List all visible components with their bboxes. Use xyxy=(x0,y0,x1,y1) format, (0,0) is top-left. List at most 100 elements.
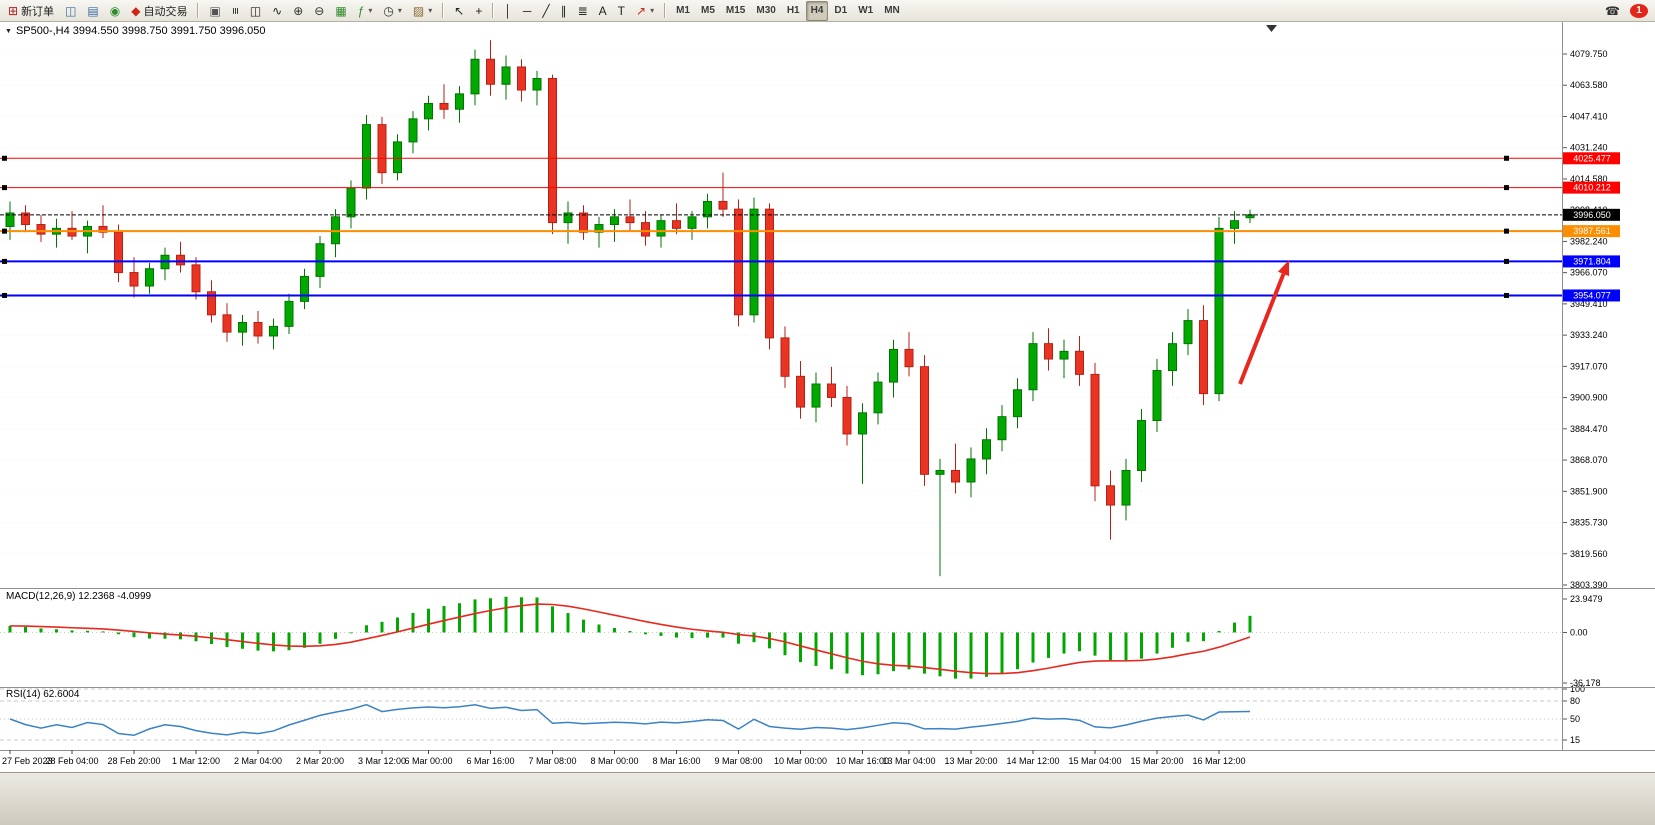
svg-text:4014.580: 4014.580 xyxy=(1570,174,1608,184)
periods-icon: ◷ xyxy=(383,3,394,18)
timeframe-m1-button[interactable]: M1 xyxy=(671,1,695,21)
svg-text:8 Mar 00:00: 8 Mar 00:00 xyxy=(590,756,638,766)
toolbar-separator xyxy=(197,3,200,18)
svg-text:13 Mar 20:00: 13 Mar 20:00 xyxy=(944,756,997,766)
market-watch-icon[interactable]: ▤ xyxy=(82,1,103,21)
notifications-icon: ☎ xyxy=(1605,3,1620,18)
dropdown-arrow-icon: ▾ xyxy=(397,6,402,15)
price-gridlines xyxy=(0,53,1562,586)
bar-chart-icon[interactable]: ≡ xyxy=(227,1,244,21)
symbol-dropdown-icon[interactable]: ▼ xyxy=(5,27,12,35)
svg-text:1 Mar 12:00: 1 Mar 12:00 xyxy=(172,756,220,766)
notifications-icon[interactable]: ☎ xyxy=(1600,1,1625,21)
svg-text:-36.178: -36.178 xyxy=(1570,678,1601,688)
timeframe-h4-button[interactable]: H4 xyxy=(805,0,829,21)
svg-text:3884.470: 3884.470 xyxy=(1570,424,1608,434)
chart-title-text: SP500-,H4 3994.550 3998.750 3991.750 399… xyxy=(15,25,266,37)
candlestick-chart-icon: ◫ xyxy=(249,3,262,18)
svg-text:4010.212: 4010.212 xyxy=(1573,183,1611,193)
cursor-icon[interactable]: ↖ xyxy=(449,1,469,21)
toolbar-separator xyxy=(442,3,445,18)
macd-panel xyxy=(0,596,1562,679)
svg-text:3954.077: 3954.077 xyxy=(1573,290,1611,300)
fibonacci-icon[interactable]: ≣ xyxy=(573,1,593,21)
horizontal-line-object[interactable]: 4010.212 xyxy=(0,181,1620,194)
bar-chart-icon: ≡ xyxy=(228,6,243,15)
dropdown-arrow-icon: ▾ xyxy=(428,6,433,15)
trend-arrow-object[interactable] xyxy=(1238,260,1290,385)
svg-text:9 Mar 08:00: 9 Mar 08:00 xyxy=(714,756,762,766)
candlestick-chart-icon[interactable]: ◫ xyxy=(245,1,266,21)
timeframe-m5-button[interactable]: M5 xyxy=(696,1,720,21)
chart-shift-marker[interactable] xyxy=(1266,25,1277,32)
svg-text:4031.240: 4031.240 xyxy=(1570,143,1608,153)
svg-text:6 Mar 16:00: 6 Mar 16:00 xyxy=(466,756,514,766)
chart-canvas[interactable]: 4079.750 4063.580 4047.410 4031.240 4014.580… xyxy=(0,22,1655,772)
navigator-icon[interactable]: ◉ xyxy=(105,1,125,21)
svg-text:4025.477: 4025.477 xyxy=(1573,153,1611,163)
dropdown-arrow-icon: ▾ xyxy=(368,6,373,15)
indicators-icon[interactable]: ƒ ▾ xyxy=(353,1,378,21)
horizontal-line-object[interactable]: 4025.477 xyxy=(0,152,1620,165)
notification-badge[interactable]: 1 xyxy=(1630,3,1648,18)
vertical-line-icon[interactable]: │ xyxy=(499,1,517,21)
horizontal-line-object[interactable]: 3954.077 xyxy=(0,289,1620,302)
zoom-out-icon: ⊖ xyxy=(314,3,325,18)
svg-text:2 Mar 04:00: 2 Mar 04:00 xyxy=(234,756,282,766)
zoom-out-icon[interactable]: ⊖ xyxy=(309,1,329,21)
tile-windows-icon[interactable]: ▣ xyxy=(204,1,225,21)
templates-icon[interactable]: ▨ ▾ xyxy=(408,1,437,21)
timeframe-m30-button-label: M30 xyxy=(756,5,776,16)
market-watch-icon: ▤ xyxy=(87,3,99,18)
text-label-icon[interactable]: T xyxy=(613,1,630,21)
toolbar-separator xyxy=(664,3,667,18)
horizontal-line-object[interactable]: 3971.804 xyxy=(0,255,1620,268)
channel-icon[interactable]: ∥ xyxy=(556,1,572,21)
indicators-icon: ƒ xyxy=(357,3,365,18)
toolbar-separator xyxy=(492,3,495,18)
svg-text:15 Mar 04:00: 15 Mar 04:00 xyxy=(1068,756,1121,766)
svg-text:4079.750: 4079.750 xyxy=(1570,49,1608,59)
text-icon[interactable]: A xyxy=(594,1,612,21)
timeframe-mn-button[interactable]: MN xyxy=(879,1,905,21)
channel-icon: ∥ xyxy=(560,3,567,18)
new-order-button[interactable]: ⊞ 新订单 xyxy=(3,1,59,21)
svg-text:15 Mar 20:00: 15 Mar 20:00 xyxy=(1130,756,1183,766)
grid-icon[interactable]: ▦ xyxy=(330,1,351,21)
zoom-in-icon[interactable]: ⊕ xyxy=(288,1,308,21)
vertical-line-icon: │ xyxy=(504,3,512,18)
arrows-icon[interactable]: ↗ ▾ xyxy=(631,1,659,21)
svg-text:3966.070: 3966.070 xyxy=(1570,268,1608,278)
price-axis: 4079.750 4063.580 4047.410 4031.240 4014.580… xyxy=(1563,49,1608,745)
crosshair-icon[interactable]: + xyxy=(470,1,487,21)
trendline-icon[interactable]: ╱ xyxy=(537,1,554,21)
charts-icon: ◫ xyxy=(65,3,77,18)
rsi-panel xyxy=(0,688,1562,741)
new-order-icon: ⊞ xyxy=(8,3,19,18)
dropdown-arrow-icon: ▾ xyxy=(650,6,655,15)
cursor-icon: ↖ xyxy=(454,3,465,18)
timeframe-d1-button[interactable]: D1 xyxy=(829,1,852,21)
arrows-icon: ↗ xyxy=(636,3,647,18)
svg-text:3803.390: 3803.390 xyxy=(1570,580,1608,590)
charts-icon[interactable]: ◫ xyxy=(60,1,81,21)
horizontal-line-object[interactable]: 3987.561 xyxy=(0,225,1620,238)
horizontal-line-icon[interactable]: ─ xyxy=(518,1,537,21)
timeframe-h1-button[interactable]: H1 xyxy=(782,1,805,21)
svg-text:16 Mar 12:00: 16 Mar 12:00 xyxy=(1192,756,1245,766)
svg-text:23.9479: 23.9479 xyxy=(1570,594,1603,604)
timeframe-m1-button-label: M1 xyxy=(676,5,690,16)
timeframe-d1-button-label: D1 xyxy=(834,5,848,16)
timeframe-m15-button[interactable]: M15 xyxy=(721,1,750,21)
timeframe-m5-button-label: M5 xyxy=(701,5,715,16)
fibonacci-icon: ≣ xyxy=(577,3,588,18)
timeframe-w1-button[interactable]: W1 xyxy=(853,1,878,21)
line-chart-icon[interactable]: ∿ xyxy=(267,1,287,21)
timeframe-m30-button[interactable]: M30 xyxy=(751,1,780,21)
svg-text:8 Mar 16:00: 8 Mar 16:00 xyxy=(652,756,700,766)
periods-icon[interactable]: ◷ ▾ xyxy=(378,1,407,21)
svg-text:14 Mar 12:00: 14 Mar 12:00 xyxy=(1006,756,1059,766)
autotrading-button[interactable]: ◆ 自动交易 xyxy=(126,1,192,21)
svg-text:0.00: 0.00 xyxy=(1570,627,1588,637)
